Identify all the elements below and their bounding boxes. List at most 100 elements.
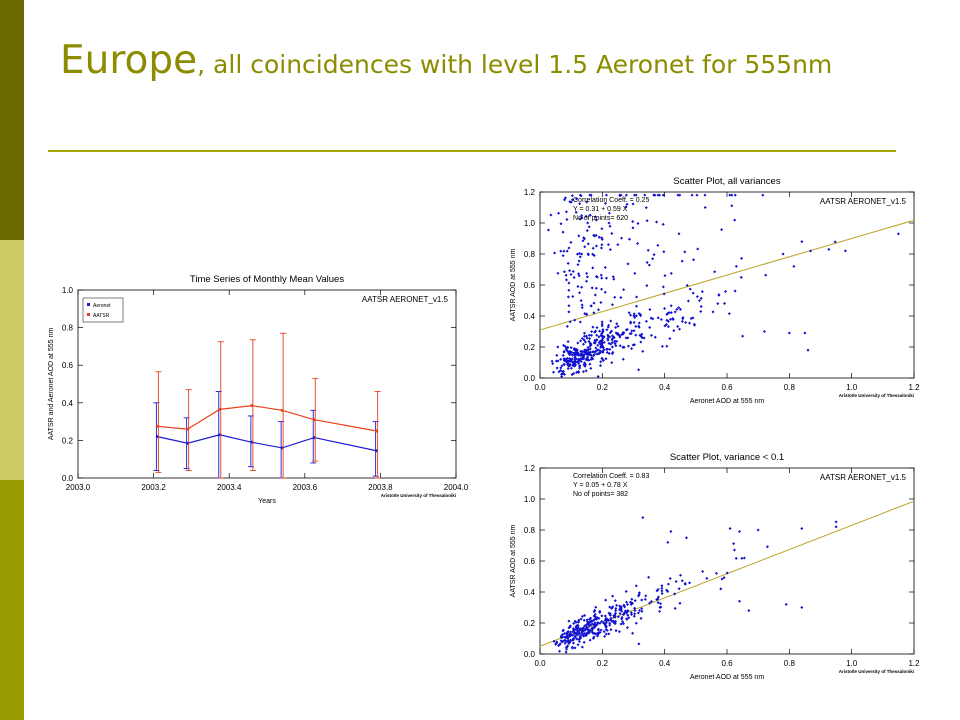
legend-label: AATSR xyxy=(93,313,110,319)
scatter-point xyxy=(723,301,727,305)
stats-annotation: No of points= 620 xyxy=(573,215,628,222)
x-tick-label: 1.2 xyxy=(908,383,920,392)
scatter-point xyxy=(699,296,703,300)
plot-frame xyxy=(77,289,457,479)
scatter-point xyxy=(608,612,612,616)
scatter-point xyxy=(800,526,804,530)
scatter-point xyxy=(596,343,600,347)
scatter-point xyxy=(568,320,572,324)
scatter-point xyxy=(573,358,577,362)
y-axis-label: AATSR and Aeronet AOD at 555 nm xyxy=(48,328,55,440)
scatter-point xyxy=(597,235,601,239)
scatter-point xyxy=(575,197,579,201)
scatter-point xyxy=(578,202,582,206)
scatter-point xyxy=(806,348,810,352)
scatter-point xyxy=(582,342,586,346)
scatter-point xyxy=(571,269,575,273)
scatter-point xyxy=(678,601,682,605)
y-tick-label: 0.0 xyxy=(524,374,536,383)
legend-label: Aeronet xyxy=(93,303,111,309)
scatter-point xyxy=(594,349,598,353)
legend-box xyxy=(82,297,124,323)
scatter-point xyxy=(580,306,584,310)
scatter-point xyxy=(594,218,598,222)
scatter-point xyxy=(551,362,555,366)
data-point-aatsr xyxy=(280,408,284,412)
scatter-filtered-panel: 0.0 0.2 0.4 0.6 0.8 1.0 1.2 0.0 0.2 0.4 0.6 0.8 1.0 1… xyxy=(484,436,946,692)
scatter-point xyxy=(588,344,592,348)
scatter-point xyxy=(577,234,581,238)
y-tick-label: 0.0 xyxy=(524,650,536,659)
scatter-point xyxy=(632,329,636,333)
scatter-point xyxy=(600,330,604,334)
scatter-point xyxy=(645,260,649,264)
scatter-point xyxy=(648,325,652,329)
y-tick-label: 0.2 xyxy=(524,343,536,352)
scatter-point xyxy=(660,589,664,593)
scatter-point xyxy=(652,253,656,257)
scatter-point xyxy=(637,591,641,595)
scatter-point xyxy=(593,338,597,342)
scatter-point xyxy=(561,629,565,633)
scatter-point xyxy=(569,200,573,204)
scatter-point xyxy=(655,220,659,224)
scatter-point xyxy=(589,366,593,370)
scatter-point xyxy=(564,273,568,277)
scatter-point xyxy=(583,624,587,628)
scatter-point xyxy=(717,293,721,297)
scatter-point xyxy=(661,222,665,226)
scatter-point xyxy=(585,618,589,622)
scatter-point xyxy=(647,575,651,579)
scatter-point xyxy=(610,345,614,349)
scatter-point xyxy=(579,299,583,303)
y-tick-label: 1.0 xyxy=(524,219,536,228)
scatter-point xyxy=(630,613,634,617)
scatter-point xyxy=(633,599,637,603)
scatter-point xyxy=(591,325,595,329)
scatter-point xyxy=(559,372,563,376)
scatter-point xyxy=(608,331,612,335)
scatter-point xyxy=(662,292,666,296)
scatter-point xyxy=(625,626,629,630)
scatter-point xyxy=(561,353,565,357)
scatter-point xyxy=(601,358,605,362)
scatter-point xyxy=(565,647,569,651)
y-tick-label: 0.4 xyxy=(524,588,536,597)
scatter-point xyxy=(627,616,631,620)
scatter-point xyxy=(627,311,631,315)
stats-annotation: Correlation Coeff. = 0.25 xyxy=(573,197,649,204)
y-tick-label: 0.8 xyxy=(62,324,74,333)
scatter-point xyxy=(601,350,605,354)
scatter-point xyxy=(700,290,704,294)
scatter-point xyxy=(603,634,607,638)
scatter-point xyxy=(733,218,737,222)
scatter-point xyxy=(561,230,565,234)
scatter-point xyxy=(595,617,599,621)
scatter-point xyxy=(680,579,684,583)
scatter-point xyxy=(663,324,667,328)
scatter-point xyxy=(571,633,575,637)
y-tick-label: 1.0 xyxy=(62,286,74,295)
scatter-point xyxy=(620,236,624,240)
scatter-point xyxy=(593,293,597,297)
scatter-point xyxy=(602,621,606,625)
scatter-point xyxy=(560,640,564,644)
y-axis-label: AATSR AOD at 555 nm xyxy=(510,525,517,598)
scatter-point xyxy=(733,193,737,197)
scatter-point xyxy=(587,339,591,343)
scatter-point xyxy=(572,351,576,355)
scatter-point xyxy=(650,333,654,337)
chart-title: Scatter Plot, all variances xyxy=(673,176,780,187)
scatter-point xyxy=(630,329,634,333)
y-tick-label: 0.2 xyxy=(62,436,74,445)
scatter-point xyxy=(598,609,602,613)
scatter-point xyxy=(675,307,679,311)
scatter-point xyxy=(578,365,582,369)
scatter-point xyxy=(703,193,707,197)
series-line-aeronet xyxy=(157,434,377,452)
scatter-point xyxy=(659,605,663,609)
scatter-point xyxy=(607,619,611,623)
scatter-point xyxy=(588,353,592,357)
scatter-point xyxy=(566,340,570,344)
scatter-point xyxy=(626,613,630,617)
